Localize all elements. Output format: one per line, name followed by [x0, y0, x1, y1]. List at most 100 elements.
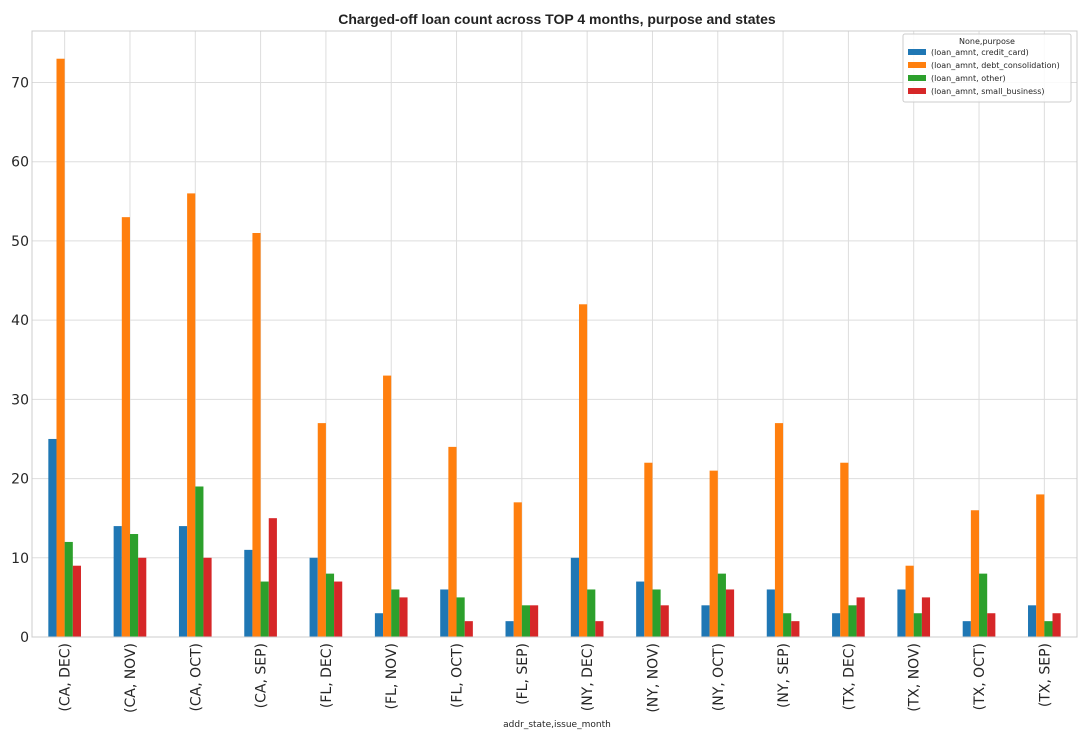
bar [195, 486, 204, 637]
bar [701, 605, 710, 637]
y-tick-label: 30 [11, 392, 29, 408]
bar [56, 58, 65, 638]
bar [856, 597, 865, 637]
bar [1036, 494, 1045, 637]
bar [962, 621, 971, 637]
bar [766, 589, 775, 637]
bar [64, 541, 73, 637]
bar [391, 589, 400, 637]
bar [513, 502, 522, 637]
bar [244, 549, 253, 637]
bar [309, 557, 318, 637]
bar [717, 573, 726, 637]
legend: None,purpose (loan_amnt, credit_card) (loa… [902, 33, 1072, 103]
plot-frame [31, 30, 1078, 638]
bar [260, 581, 269, 637]
bar [570, 557, 579, 637]
x-tick-label: (TX, SEP) [1037, 643, 1053, 707]
x-tick-label: (CA, DEC) [58, 643, 74, 712]
bars [48, 58, 1061, 638]
y-tick-label: 70 [11, 75, 29, 91]
bar [505, 621, 514, 637]
x-tick-label: (CA, OCT) [188, 643, 204, 712]
bar [383, 375, 392, 637]
bar [897, 589, 906, 637]
y-tick-label: 10 [11, 551, 29, 567]
legend-item: (loan_amnt, small_business) [931, 87, 1045, 96]
bar [178, 526, 188, 637]
bar [1052, 613, 1061, 637]
bar [709, 470, 718, 637]
chart-title: Charged-off loan count across TOP 4 mont… [338, 11, 776, 27]
bar [921, 597, 931, 637]
bar [783, 613, 792, 637]
x-tick-label: (NY, OCT) [711, 643, 727, 711]
x-tick-label: (CA, NOV) [123, 643, 139, 713]
bar [774, 423, 784, 637]
legend-item: (loan_amnt, other) [931, 74, 1006, 83]
bar [848, 605, 857, 637]
legend-swatch [908, 75, 926, 81]
bar [1028, 605, 1037, 637]
plot-background [32, 31, 1077, 637]
bar [913, 613, 922, 637]
bar [791, 621, 800, 637]
legend-box [902, 33, 1072, 103]
bar [521, 605, 531, 637]
legend-title: None,purpose [959, 37, 1015, 46]
x-tick-label: (TX, DEC) [841, 643, 857, 710]
legend-item: (loan_amnt, debt_consolidation) [931, 61, 1060, 70]
bar [187, 193, 196, 637]
x-axis-ticks: (CA, DEC) (CA, NOV) (CA, OCT) (CA, SEP) (FL,… [58, 643, 1054, 713]
bar [832, 613, 841, 637]
y-tick-label: 0 [20, 630, 29, 646]
legend-swatch [908, 88, 926, 94]
bar [644, 462, 653, 637]
bar [72, 565, 81, 637]
bar [1044, 621, 1053, 637]
bar [578, 304, 588, 637]
bar [456, 597, 465, 637]
x-axis-label: addr_state,issue_month [503, 720, 611, 730]
x-tick-label: (FL, SEP) [515, 643, 531, 705]
bar [440, 589, 449, 637]
bar [905, 565, 914, 637]
bar [979, 573, 988, 637]
bar [725, 589, 735, 637]
x-tick-label: (NY, SEP) [776, 643, 792, 708]
bar [252, 233, 261, 637]
bar [587, 589, 596, 637]
x-tick-label: (NY, DEC) [580, 643, 596, 711]
bar [334, 581, 343, 637]
plot-border [31, 30, 1078, 638]
bar [399, 597, 408, 637]
bar [129, 534, 139, 637]
y-tick-label: 20 [11, 472, 29, 488]
bar [840, 462, 849, 637]
legend-item: (loan_amnt, credit_card) [931, 48, 1029, 57]
y-tick-label: 50 [11, 234, 29, 250]
bar [970, 510, 980, 637]
x-tick-label: (FL, OCT) [450, 643, 466, 708]
bar [138, 557, 147, 637]
bar [48, 438, 57, 637]
bar [660, 605, 669, 637]
bar [464, 621, 473, 637]
bar [987, 613, 996, 637]
bar [121, 217, 130, 637]
bar [325, 573, 335, 637]
x-tick-label: (TX, OCT) [972, 643, 988, 710]
bar [448, 446, 457, 637]
bar [317, 423, 326, 637]
x-tick-label: (TX, NOV) [907, 643, 923, 712]
y-axis-ticks: 0 10 20 30 40 50 60 70 [11, 75, 29, 646]
x-tick-label: (NY, NOV) [645, 643, 661, 713]
bar [268, 518, 277, 637]
bar [652, 589, 661, 637]
x-tick-label: (CA, SEP) [254, 643, 270, 708]
bar [113, 526, 122, 637]
x-tick-label: (FL, DEC) [319, 643, 335, 708]
x-tick-label: (FL, NOV) [384, 643, 400, 710]
